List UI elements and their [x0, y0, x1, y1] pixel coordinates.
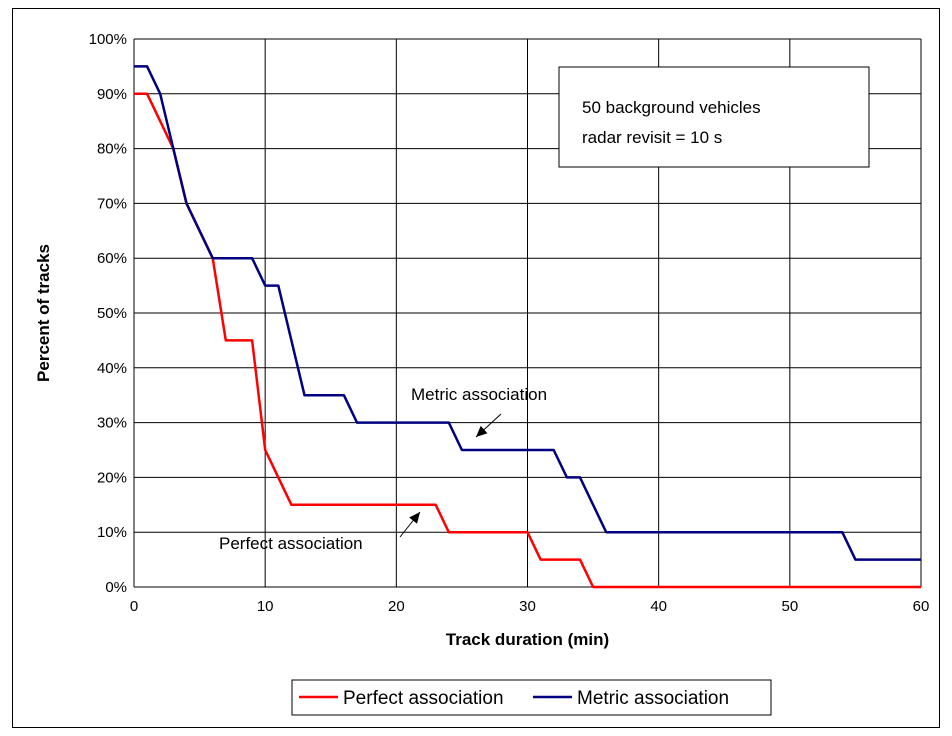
y-tick-label: 20% [97, 469, 127, 486]
y-tick-label: 0% [105, 579, 127, 596]
annotation-line-1: 50 background vehicles [582, 98, 761, 117]
x-tick-label: 40 [650, 598, 667, 615]
line-chart: 0% 10% 20% 30% 40% 50% 60% 70% 80% 90% 100% 0 10 20 3… [34, 31, 930, 716]
y-axis-title: Percent of tracks [34, 244, 53, 382]
x-tick-labels: 0 10 20 30 40 50 60 [130, 598, 930, 615]
annotation-line-2: radar revisit = 10 s [582, 128, 722, 147]
series-lines [134, 65, 921, 589]
annotation-box: 50 background vehicles radar revisit = 1… [558, 66, 870, 168]
metric-arrow-annotation: Metric association [411, 385, 547, 438]
metric-association-label: Metric association [411, 385, 547, 404]
chart-frame: 0% 10% 20% 30% 40% 50% 60% 70% 80% 90% 100% 0 10 20 3… [12, 8, 940, 728]
x-tick-label: 30 [519, 598, 536, 615]
annotation-box-border [558, 66, 870, 168]
grid-lines [133, 38, 922, 588]
y-tick-label: 100% [89, 31, 127, 48]
x-tick-label: 50 [781, 598, 798, 615]
legend-box [291, 679, 772, 716]
perfect-arrowhead [409, 512, 420, 524]
y-tick-label: 80% [97, 141, 127, 158]
metric-arrowhead [476, 425, 488, 437]
y-tick-label: 50% [97, 305, 127, 322]
x-tick-label: 0 [130, 598, 138, 615]
perfect-association-label: Perfect association [219, 534, 363, 553]
y-tick-labels: 0% 10% 20% 30% 40% 50% 60% 70% 80% 90% 100% [89, 31, 127, 596]
y-tick-label: 60% [97, 250, 127, 267]
x-axis-title: Track duration (min) [446, 630, 609, 649]
legend-label-metric: Metric association [577, 688, 729, 709]
y-tick-label: 40% [97, 360, 127, 377]
x-tick-label: 20 [388, 598, 405, 615]
y-tick-label: 70% [97, 195, 127, 212]
legend: Perfect association Metric association [291, 679, 772, 716]
perfect-association-line [134, 92, 921, 589]
x-tick-label: 10 [257, 598, 274, 615]
perfect-arrow-annotation: Perfect association [219, 511, 421, 553]
x-tick-label: 60 [913, 598, 930, 615]
legend-label-perfect: Perfect association [343, 688, 504, 709]
y-tick-label: 30% [97, 415, 127, 432]
y-tick-label: 90% [97, 86, 127, 103]
metric-association-line [134, 65, 921, 561]
y-tick-label: 10% [97, 524, 127, 541]
